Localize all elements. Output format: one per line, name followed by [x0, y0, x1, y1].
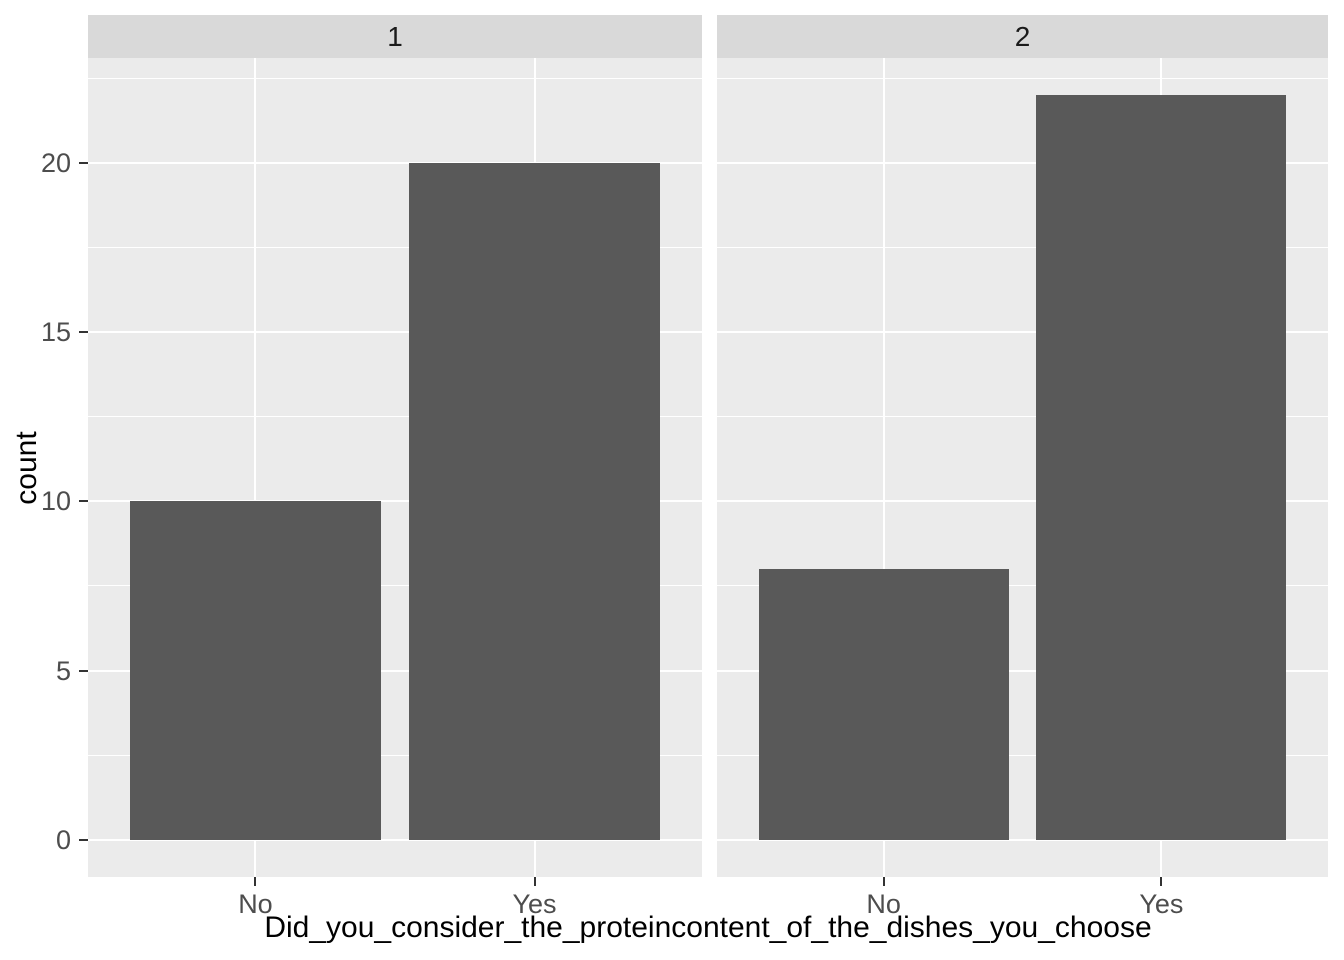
- x-tick-mark: [533, 877, 536, 886]
- y-tick-label: 10: [40, 486, 71, 517]
- y-tick-mark: [79, 331, 88, 334]
- facet-strip-1: 1: [88, 15, 702, 58]
- bar-facet1-no: [129, 501, 382, 840]
- gridline-minor-y: [88, 247, 702, 249]
- facet-strip-2: 2: [717, 15, 1328, 58]
- facet-panel-1: 1 No Yes: [88, 15, 702, 919]
- x-tick-mark: [254, 877, 257, 886]
- y-tick-label: 5: [55, 655, 71, 686]
- gridline-minor-y: [717, 585, 1328, 587]
- gridline-minor-y: [717, 416, 1328, 418]
- gridline-major-y: [717, 500, 1328, 503]
- plot-panel: [717, 58, 1328, 877]
- y-tick-mark: [79, 500, 88, 503]
- gridline-minor-y: [717, 754, 1328, 756]
- gridline-minor-y: [88, 416, 702, 418]
- gridline-minor-y: [717, 247, 1328, 249]
- x-axis-title: Did_you_consider_the_proteincontent_of_t…: [264, 911, 1152, 944]
- gridline-minor-y: [88, 754, 702, 756]
- gridline-major-y: [717, 669, 1328, 672]
- x-tick-mark: [1160, 877, 1163, 886]
- gridline-major-y: [88, 838, 702, 841]
- y-tick-mark: [79, 838, 88, 841]
- gridline-major-y: [717, 161, 1328, 164]
- gridline-major-y: [717, 838, 1328, 841]
- gridline-major-y: [88, 500, 702, 503]
- bar-facet1-yes: [408, 162, 661, 840]
- x-tick-mark: [882, 877, 885, 886]
- facet-panel-2: 2 No Yes: [717, 15, 1328, 919]
- x-tick-label: No: [866, 889, 901, 919]
- gridline-minor-y: [717, 77, 1328, 79]
- x-tick-label: Yes: [1139, 889, 1184, 919]
- gridline-major-y: [88, 331, 702, 334]
- gridline-major-y: [88, 669, 702, 672]
- gridline-minor-y: [88, 77, 702, 79]
- gridline-major-y: [88, 161, 702, 164]
- y-tick-label: 20: [40, 147, 71, 178]
- y-tick-mark: [79, 161, 88, 164]
- y-tick-label: 15: [40, 317, 71, 348]
- bar-facet2-no: [758, 569, 1009, 840]
- gridline-major-x: [882, 58, 885, 877]
- gridline-major-x: [254, 58, 257, 877]
- facet-strip-label: 2: [1014, 20, 1031, 52]
- x-tick-label: Yes: [512, 889, 557, 919]
- y-tick-mark: [79, 669, 88, 672]
- x-tick-label: No: [238, 889, 273, 919]
- bar-facet2-yes: [1036, 95, 1287, 840]
- y-tick-label: 0: [55, 824, 71, 855]
- gridline-major-y: [717, 331, 1328, 334]
- y-axis: 0 5 10 15 20: [0, 58, 88, 877]
- plot-panel: [88, 58, 702, 877]
- gridline-minor-y: [88, 585, 702, 587]
- facet-strip-label: 1: [387, 20, 403, 52]
